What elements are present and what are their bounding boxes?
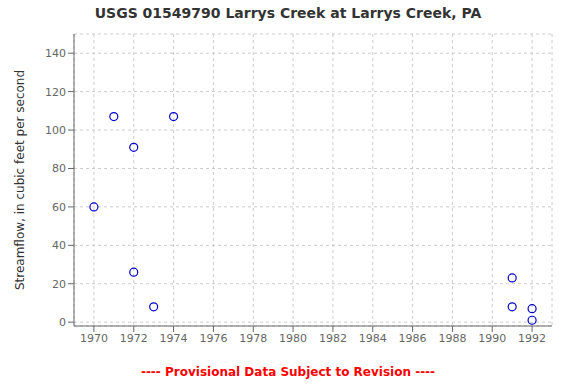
svg-text:1986: 1986 (399, 332, 427, 345)
svg-text:0: 0 (59, 316, 66, 329)
svg-text:1982: 1982 (319, 332, 347, 345)
svg-text:40: 40 (52, 239, 66, 252)
svg-text:80: 80 (52, 162, 66, 175)
svg-text:60: 60 (52, 201, 66, 214)
svg-text:1978: 1978 (239, 332, 267, 345)
html-text:USGS 01549790 Larrys Creek at: USGS 01549790 Larrys Creek at Larrys Cre… (94, 5, 482, 21)
svg-text:1988: 1988 (438, 332, 466, 345)
svg-text:120: 120 (45, 86, 66, 99)
svg-text:140: 140 (45, 47, 66, 60)
svg-text:1980: 1980 (279, 332, 307, 345)
svg-text:Streamflow, in cubic feet per: Streamflow, in cubic feet per second (13, 70, 27, 290)
svg-text:1972: 1972 (120, 332, 148, 345)
svg-text:1974: 1974 (160, 332, 188, 345)
html-text:---- Provisional Data Subject: ---- Provisional Data Subject to Revisio… (140, 365, 436, 379)
svg-text:100: 100 (45, 124, 66, 137)
svg-text:1984: 1984 (359, 332, 387, 345)
svg-text:1976: 1976 (199, 332, 227, 345)
svg-text:1990: 1990 (478, 332, 506, 345)
svg-text:1992: 1992 (518, 332, 546, 345)
svg-text:1970: 1970 (80, 332, 108, 345)
svg-text:20: 20 (52, 278, 66, 291)
